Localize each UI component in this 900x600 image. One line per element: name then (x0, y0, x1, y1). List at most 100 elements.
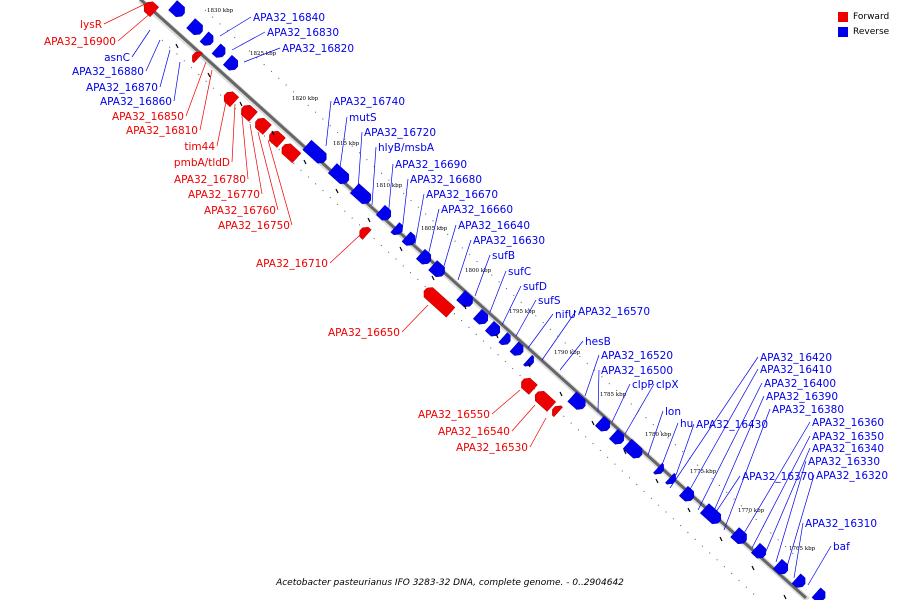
forward-gene-8 (521, 377, 538, 395)
forward-gene-leader-12 (491, 389, 521, 415)
axis-minor-tick (303, 159, 307, 165)
forward-gene-label-8: APA32_16760 (204, 205, 276, 217)
forward-gene-leader-2 (185, 61, 207, 117)
reverse-gene-22 (622, 438, 643, 459)
reverse-right-gene-leader-19 (559, 340, 584, 371)
reverse-right-gene-leader-1 (231, 31, 266, 51)
reverse-gene-15 (484, 320, 501, 337)
reverse-right-gene-label-4: mutS (349, 112, 377, 124)
legend-forward-label: Forward (853, 11, 890, 22)
reverse-right-gene-leader-6 (371, 146, 377, 206)
forward-gene-0 (143, 1, 160, 18)
forward-gene-6 (359, 226, 372, 240)
forward-gene-label-4: tim44 (184, 141, 215, 153)
reverse-right-gene-leader-15 (501, 285, 522, 326)
reverse-gene-1 (186, 18, 203, 36)
reverse-gene-5 (302, 139, 327, 164)
legend-reverse-label: Reverse (853, 26, 890, 37)
reverse-gene-6 (327, 163, 350, 185)
forward-gene-label-1: APA32_16900 (44, 36, 116, 48)
reverse-left-gene-label-0: asnC (104, 52, 130, 64)
reverse-right-gene-label-22: clpP (632, 379, 654, 391)
reverse-right-gene-leader-39 (807, 545, 832, 586)
reverse-right-gene-label-29: APA32_16400 (764, 378, 836, 390)
axis-minor-tick (559, 391, 563, 397)
reverse-right-gene-label-23: clpX (656, 379, 679, 391)
reverse-right-gene-label-30: APA32_16390 (766, 391, 838, 403)
axis-minor-tick (687, 507, 691, 513)
forward-gene-label-6: APA32_16780 (174, 174, 246, 186)
forward-gene-1 (223, 91, 240, 108)
reverse-right-gene-leader-28 (683, 368, 759, 501)
reverse-right-gene-label-14: sufC (508, 266, 531, 278)
reverse-right-gene-leader-5 (357, 131, 363, 191)
tick-label: 1830 kbp (207, 8, 234, 14)
reverse-right-gene-label-39: baf (833, 541, 850, 553)
reverse-right-gene-leader-2 (243, 47, 281, 63)
reverse-gene-27 (730, 527, 747, 545)
tick-label: 1775 kbp (690, 469, 717, 475)
axis-minor-tick (431, 275, 435, 281)
reverse-right-gene-label-21: APA32_16500 (601, 365, 673, 377)
reverse-gene-23 (653, 462, 664, 475)
caption: Acetobacter pasteurianus IFO 3283-32 DNA… (276, 578, 624, 588)
tick-label: 1780 kbp (645, 432, 672, 438)
forward-gene-5 (281, 143, 302, 164)
reverse-right-gene-leader-33 (751, 435, 811, 549)
reverse-gene-4 (222, 54, 239, 71)
reverse-right-gene-label-19: hesB (585, 336, 611, 348)
legend: Forward Reverse (838, 9, 889, 39)
forward-gene-label-2: APA32_16850 (112, 111, 184, 123)
reverse-left-gene-label-2: APA32_16870 (86, 82, 158, 94)
reverse-right-gene-leader-29 (697, 382, 763, 511)
forward-gene-4 (269, 130, 286, 148)
reverse-right-gene-leader-22 (611, 383, 631, 423)
tick-label: 1815 kbp (333, 141, 360, 147)
reverse-gene-19 (567, 391, 586, 410)
reverse-right-gene-leader-11 (443, 224, 457, 267)
legend-reverse-swatch (838, 26, 848, 37)
axis-minor-tick (527, 362, 531, 368)
axis-minor-tick (495, 333, 499, 339)
tick-label: 1790 kbp (554, 350, 581, 356)
axis-minor-tick (751, 565, 755, 571)
axis-minor-tick (175, 43, 179, 49)
forward-gene-leader-13 (511, 404, 536, 432)
reverse-right-gene-label-33: APA32_16350 (812, 431, 884, 443)
reverse-gene-25 (678, 485, 695, 502)
reverse-right-gene-label-7: APA32_16690 (395, 159, 467, 171)
reverse-left-gene-leader-3 (173, 61, 181, 102)
reverse-right-gene-leader-34 (763, 447, 811, 557)
axis-minor-tick (207, 72, 211, 78)
reverse-right-gene-label-34: APA32_16340 (812, 443, 884, 455)
tick-label: 1800 kbp (465, 268, 492, 274)
reverse-right-gene-leader-10 (427, 208, 440, 257)
tick-label: 1810 kbp (376, 183, 403, 189)
reverse-left-gene-label-3: APA32_16860 (100, 96, 172, 108)
forward-gene-label-7: APA32_16770 (188, 189, 260, 201)
reverse-right-gene-leader-27 (669, 356, 759, 489)
forward-gene-label-3: APA32_16810 (126, 125, 198, 137)
reverse-right-gene-leader-8 (401, 178, 409, 233)
axis-minor-tick (655, 478, 659, 484)
forward-gene-label-14: APA32_16530 (456, 442, 528, 454)
reverse-right-gene-label-15: sufD (523, 281, 547, 293)
reverse-right-gene-leader-26 (675, 423, 695, 476)
reverse-right-gene-leader-32 (739, 421, 811, 541)
forward-gene-leader-4 (216, 91, 229, 147)
axis-minor-tick (399, 246, 403, 252)
forward-gene-2 (241, 104, 258, 122)
forward-gene-leader-6 (241, 115, 249, 180)
forward-gene-3 (255, 117, 272, 135)
forward-gene-leader-14 (529, 417, 547, 448)
reverse-left-gene-leader-2 (159, 49, 171, 88)
forward-gene-label-9: APA32_16750 (218, 220, 290, 232)
reverse-right-gene-label-24: lon (665, 406, 681, 418)
reverse-right-gene-label-1: APA32_16830 (267, 27, 339, 39)
reverse-gene-26 (699, 503, 722, 525)
reverse-right-gene-label-25: hu (680, 418, 693, 430)
reverse-right-gene-leader-4 (339, 116, 348, 169)
tick-label: 1820 kbp (292, 96, 319, 102)
reverse-right-gene-leader-20 (584, 354, 600, 397)
